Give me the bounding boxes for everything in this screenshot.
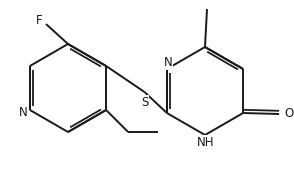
Text: N: N (19, 105, 27, 118)
Text: O: O (284, 106, 293, 120)
Text: F: F (36, 14, 42, 27)
Text: S: S (141, 96, 148, 109)
Text: N: N (163, 56, 172, 69)
Text: NH: NH (197, 136, 215, 149)
